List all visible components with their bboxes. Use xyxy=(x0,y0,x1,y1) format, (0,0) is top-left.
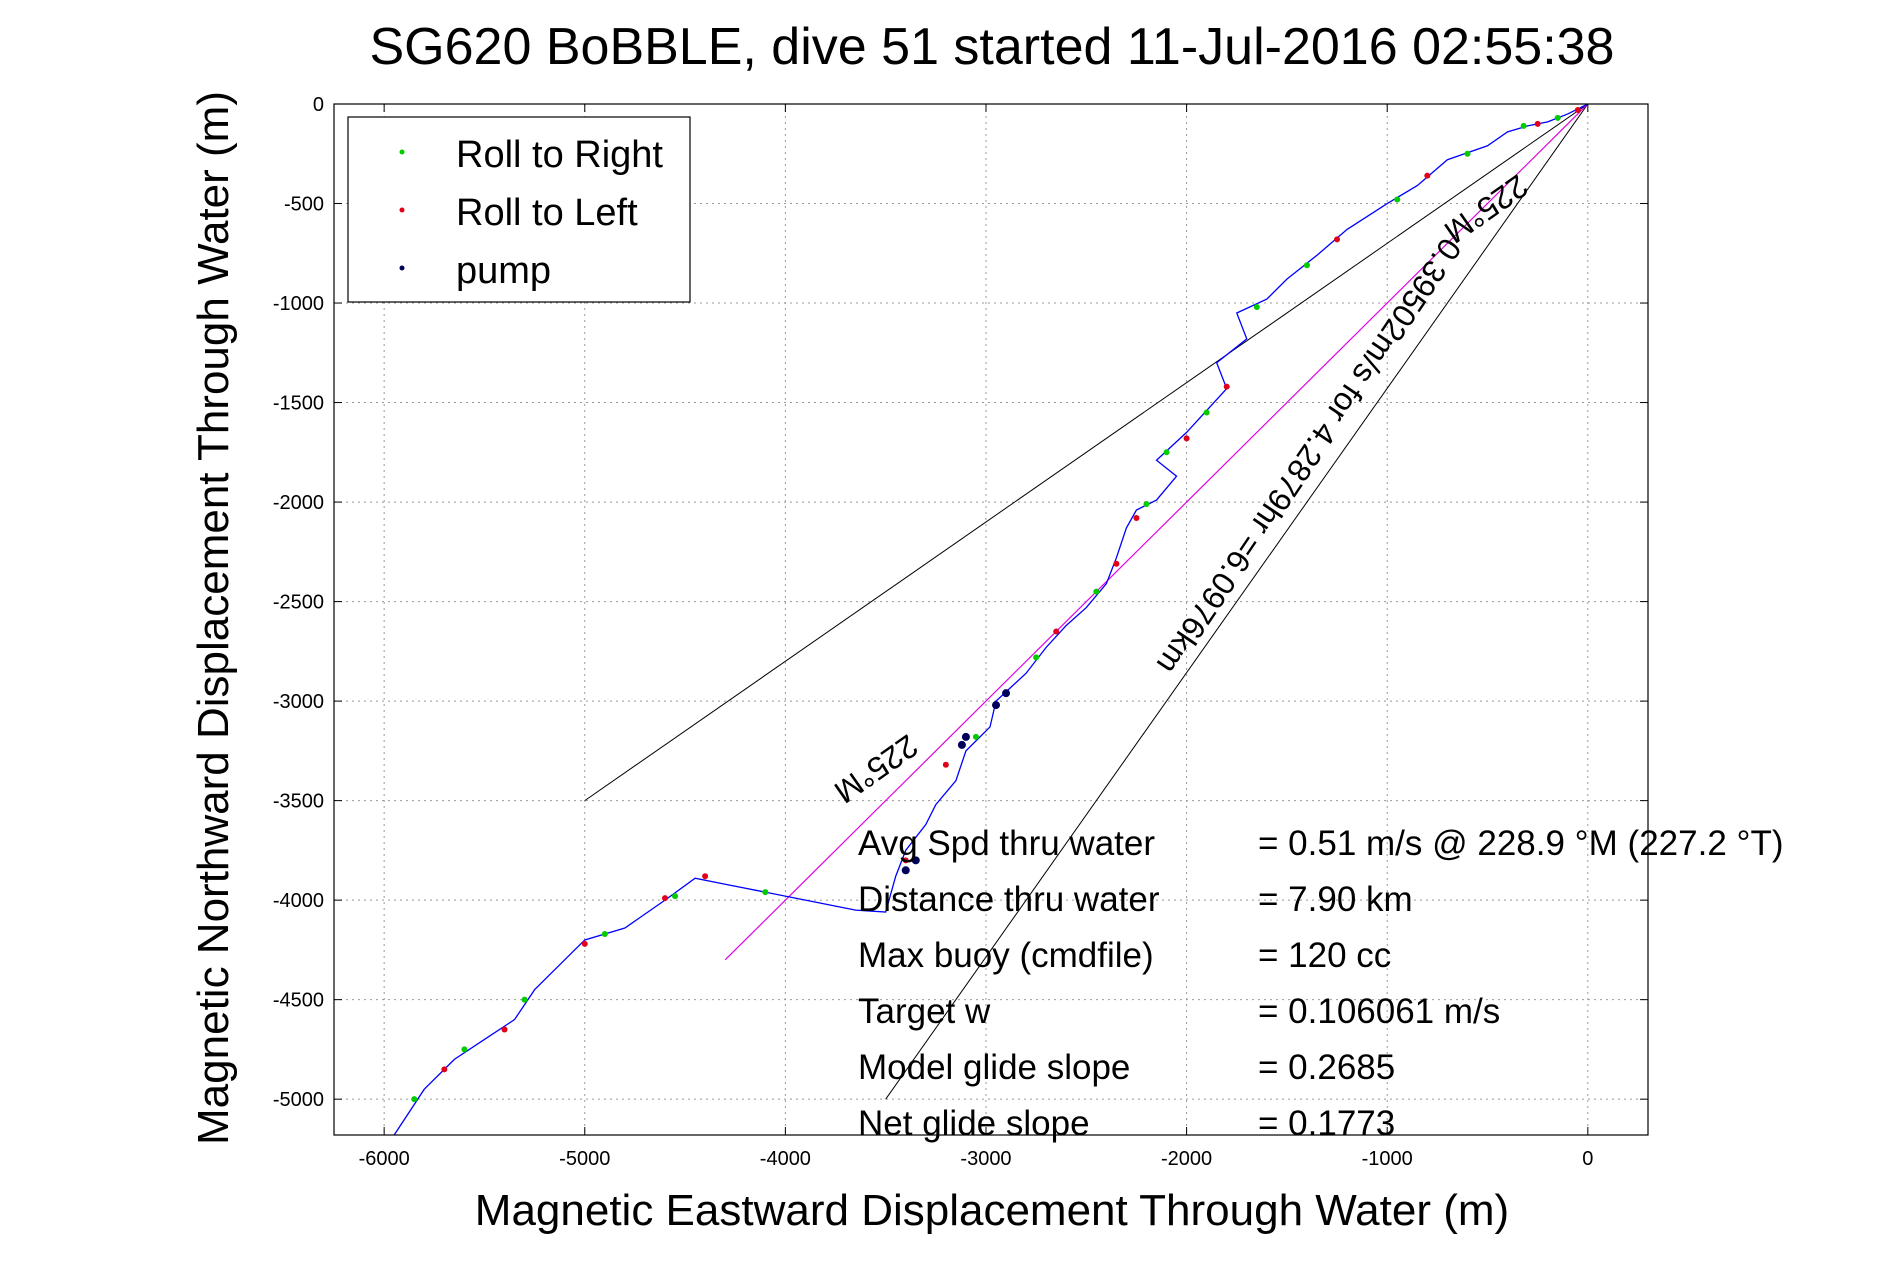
pump-point xyxy=(961,732,970,741)
roll-right-point xyxy=(1394,196,1401,203)
legend-swatch-pump xyxy=(399,265,405,271)
roll-right-point xyxy=(1143,501,1150,508)
axis-ticks: -6000 -5000 -4000 -3000 -2000 -1000 0 0 -500 -100… xyxy=(273,94,1648,1170)
y-tick-label: -3500 xyxy=(273,791,324,813)
stat-label-net-glide: Net glide slope xyxy=(858,1104,1090,1143)
roll-right-point xyxy=(1163,449,1170,456)
bearing-fan-line xyxy=(584,103,1589,802)
roll-right-point xyxy=(1303,262,1310,269)
roll-left-point xyxy=(1574,106,1581,113)
y-tick-label: -3000 xyxy=(273,691,324,713)
y-tick-label: -2500 xyxy=(273,592,324,614)
roll-left-point xyxy=(1183,435,1190,442)
x-tick-label: -3000 xyxy=(960,1148,1011,1170)
legend-box xyxy=(347,116,691,303)
track-series xyxy=(393,103,1589,1136)
roll-markers xyxy=(411,106,1581,1103)
stat-value-model-glide: = 0.2685 xyxy=(1258,1048,1395,1087)
roll-left-point xyxy=(581,940,588,947)
legend-label-roll-right: Roll to Right xyxy=(456,134,663,176)
legend-label-pump: pump xyxy=(456,250,551,292)
track-line xyxy=(393,103,1589,1136)
x-tick-label: -5000 xyxy=(559,1148,610,1170)
plot-area-frame xyxy=(333,103,1649,1136)
grid-lines xyxy=(334,103,1648,1135)
pump-point xyxy=(901,866,910,875)
stat-label-target-w: Target w xyxy=(858,992,991,1031)
stat-value-max-buoy: = 120 cc xyxy=(1258,936,1391,975)
roll-right-point xyxy=(762,889,769,896)
roll-left-point xyxy=(662,895,669,902)
y-tick-label: -1000 xyxy=(273,293,324,315)
stat-label-max-buoy: Max buoy (cmdfile) xyxy=(858,936,1154,975)
y-axis-label: Magnetic Northward Displacement Through … xyxy=(189,91,238,1145)
x-tick-label: -1000 xyxy=(1362,1148,1413,1170)
x-tick-label: -4000 xyxy=(760,1148,811,1170)
legend-label-roll-left: Roll to Left xyxy=(456,192,638,234)
y-tick-label: -1500 xyxy=(273,393,324,415)
x-tick-label: -6000 xyxy=(359,1148,410,1170)
roll-left-point xyxy=(1113,560,1120,567)
roll-left-point xyxy=(1534,120,1541,127)
stat-label-avg-speed: Avg Spd thru water xyxy=(858,824,1155,863)
roll-left-point xyxy=(1133,514,1140,521)
stats-block: Avg Spd thru water = 0.51 m/s @ 228.9 °M… xyxy=(858,824,1784,1143)
roll-left-point xyxy=(1334,236,1341,243)
y-tick-label: -5000 xyxy=(273,1089,324,1111)
y-tick-label: 0 xyxy=(313,94,324,116)
stat-label-distance: Distance thru water xyxy=(858,880,1160,919)
roll-left-point xyxy=(501,1026,508,1033)
x-tick-label: -2000 xyxy=(1161,1148,1212,1170)
pump-point xyxy=(957,740,966,749)
bearing-fan-line xyxy=(885,103,1589,1100)
roll-right-point xyxy=(1554,114,1561,121)
roll-right-point xyxy=(1093,588,1100,595)
roll-left-point xyxy=(1424,172,1431,179)
stat-value-avg-speed: = 0.51 m/s @ 228.9 °M (227.2 °T) xyxy=(1258,824,1784,863)
roll-left-point xyxy=(702,873,709,880)
pump-point xyxy=(992,701,1001,710)
roll-right-point xyxy=(411,1096,418,1103)
roll-right-point xyxy=(1033,654,1040,661)
roll-right-point xyxy=(1520,122,1527,129)
x-tick-label: 0 xyxy=(1582,1148,1593,1170)
stat-label-model-glide: Model glide slope xyxy=(858,1048,1130,1087)
legend-swatch-roll-left xyxy=(399,207,405,213)
y-tick-label: -4000 xyxy=(273,890,324,912)
roll-right-point xyxy=(672,893,679,900)
heading-line xyxy=(724,103,1589,961)
roll-left-point xyxy=(902,857,909,864)
y-tick-label: -500 xyxy=(284,194,324,216)
roll-left-point xyxy=(942,761,949,768)
roll-right-point xyxy=(972,733,979,740)
legend: Roll to Right Roll to Left pump xyxy=(347,116,691,303)
y-tick-label: -4500 xyxy=(273,990,324,1012)
x-axis-label: Magnetic Eastward Displacement Through W… xyxy=(475,1186,1509,1235)
roll-right-point xyxy=(461,1046,468,1053)
stat-value-target-w: = 0.106061 m/s xyxy=(1258,992,1500,1031)
roll-right-point xyxy=(521,996,528,1003)
chart-title: SG620 BoBBLE, dive 51 started 11-Jul-201… xyxy=(370,18,1615,76)
pump-point xyxy=(1002,689,1011,698)
roll-right-point xyxy=(1253,304,1260,311)
reference-lines xyxy=(584,103,1589,1100)
pump-point xyxy=(911,856,920,865)
roll-right-point xyxy=(1203,409,1210,416)
stat-value-distance: = 7.90 km xyxy=(1258,880,1413,919)
roll-right-point xyxy=(601,930,608,937)
roll-right-point xyxy=(1464,150,1471,157)
legend-swatch-roll-right xyxy=(399,149,405,155)
stat-value-net-glide: = 0.1773 xyxy=(1258,1104,1395,1143)
y-tick-label: -2000 xyxy=(273,492,324,514)
roll-left-point xyxy=(441,1066,448,1073)
roll-left-point xyxy=(1223,383,1230,390)
roll-left-point xyxy=(1053,628,1060,635)
